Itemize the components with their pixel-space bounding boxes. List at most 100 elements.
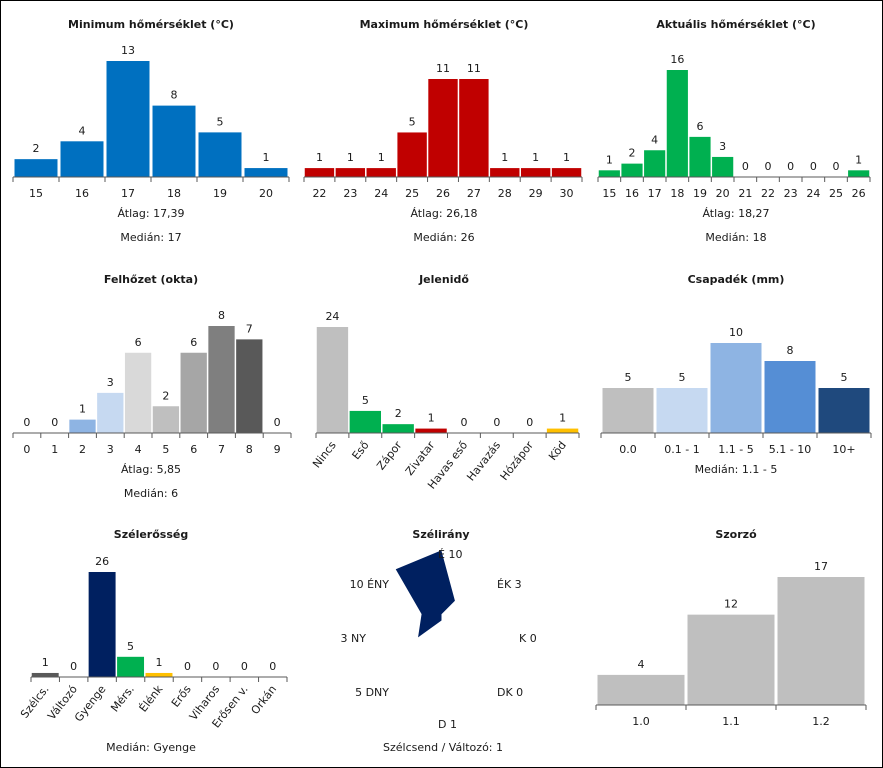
chart-title: Felhőzet (okta) (104, 273, 198, 286)
tick-label: 0 (23, 443, 30, 456)
tick-label: 23 (784, 187, 798, 200)
data-label: 24 (325, 310, 339, 323)
stat-line: Medián: 17 (120, 231, 181, 244)
tick-label: Zápor (374, 438, 405, 472)
chart-wx: Jelenidő24Nincs5Eső2Zápor1Zivatar0Havas … (310, 273, 580, 492)
data-label: 5 (679, 371, 686, 384)
bar (712, 156, 734, 177)
tick-label: Havazás (464, 439, 503, 484)
chart-winddir: Szélirány É 10 ÉK 3 K 0 DK 0 D 1 5 DNY 3 NY 10 É… (341, 528, 537, 754)
data-label: 1 (606, 153, 613, 166)
bar (546, 428, 579, 433)
bar (656, 388, 708, 433)
chart-title: Szélerősség (114, 528, 188, 541)
bar (777, 577, 865, 705)
direction-label: 10 ÉNY (350, 578, 390, 591)
tick-label: 17 (648, 187, 662, 200)
tick-label: 4 (135, 443, 142, 456)
tick-label: 5 (162, 443, 169, 456)
tick-label: 23 (343, 187, 357, 200)
tick-label: 15 (602, 187, 616, 200)
data-label: 0 (810, 160, 817, 173)
tick-label: Zivatar (403, 438, 438, 477)
bar (117, 656, 145, 677)
bar (689, 136, 711, 177)
stat-line: Medián: 1.1 - 5 (695, 463, 778, 476)
data-label: 8 (171, 89, 178, 102)
tick-label: 18 (167, 187, 181, 200)
direction-label: 5 DNY (355, 686, 389, 699)
bar (14, 159, 58, 177)
data-label: 1 (855, 153, 862, 166)
data-label: 0 (70, 660, 77, 673)
tick-label: 27 (467, 187, 481, 200)
data-label: 11 (436, 62, 450, 75)
data-label: 12 (724, 598, 738, 611)
data-label: 0 (269, 660, 276, 673)
chart-title: Szélirány (412, 528, 469, 541)
bar (106, 61, 150, 177)
data-label: 0 (742, 160, 749, 173)
stat-line: Szélcsend / Változó: 1 (383, 741, 503, 754)
tick-label: 1.0 (632, 715, 650, 728)
data-label: 5 (841, 371, 848, 384)
data-label: 1 (79, 403, 86, 416)
stat-line: Medián: Gyenge (106, 741, 196, 754)
data-label: 1 (501, 151, 508, 164)
data-label: 6 (190, 336, 197, 349)
tick-label: Erős (169, 683, 194, 710)
bar (180, 352, 207, 433)
chart-mult: Szorzó 4 1.0 12 1.1 17 1.2 (595, 528, 867, 728)
tick-label: 21 (738, 187, 752, 200)
data-label: 0 (212, 660, 219, 673)
bar (69, 419, 96, 433)
bar (848, 170, 870, 177)
data-label: 8 (787, 344, 794, 357)
data-label: 3 (719, 140, 726, 153)
bar (208, 326, 235, 433)
tick-label: Hózápor (498, 438, 537, 482)
bar (97, 392, 124, 433)
data-label: 26 (95, 555, 109, 568)
data-label: 1 (559, 412, 566, 425)
chart-tmin: Minimum hőmérséklet (°C) 2 15 4 16 13 17 8 18 5 19… (12, 18, 290, 244)
bar (198, 132, 242, 177)
tick-label: Orkán (249, 683, 280, 717)
bar (152, 105, 196, 177)
tick-label: 22 (312, 187, 326, 200)
data-label: 4 (651, 133, 658, 146)
bar (335, 168, 366, 177)
chart-title: Aktuális hőmérséklet (°C) (656, 18, 815, 31)
bar (124, 352, 152, 433)
data-label: 0 (23, 416, 30, 429)
bar (304, 168, 335, 177)
bar (644, 150, 666, 177)
data-label: 0 (765, 160, 772, 173)
tick-label: 6 (190, 443, 197, 456)
bar (764, 361, 816, 433)
data-label: 6 (135, 336, 142, 349)
data-label: 5 (625, 371, 632, 384)
bar (818, 388, 870, 433)
tick-label: 1.2 (812, 715, 830, 728)
bar (490, 168, 520, 177)
data-label: 0 (184, 660, 191, 673)
bar (397, 132, 427, 177)
data-label: 1 (347, 151, 354, 164)
data-label: 0 (526, 416, 533, 429)
data-label: 1 (563, 151, 570, 164)
stat-line: Átlag: 18,27 (702, 207, 769, 220)
chart-title: Csapadék (mm) (688, 273, 785, 286)
data-label: 4 (638, 658, 645, 671)
data-label: 2 (33, 142, 40, 155)
tick-label: 1 (51, 443, 58, 456)
tick-label: 18 (670, 187, 684, 200)
data-label: 2 (162, 389, 169, 402)
data-label: 0 (274, 416, 281, 429)
chart-title: Jelenidő (418, 273, 469, 286)
bar (145, 672, 173, 677)
tick-label: 7 (218, 443, 225, 456)
chart-wind: Szélerősség1Szélcs.0Változó26Gyenge5Mérs… (18, 528, 288, 754)
bar (602, 388, 654, 433)
direction-label: DK 0 (497, 686, 523, 699)
